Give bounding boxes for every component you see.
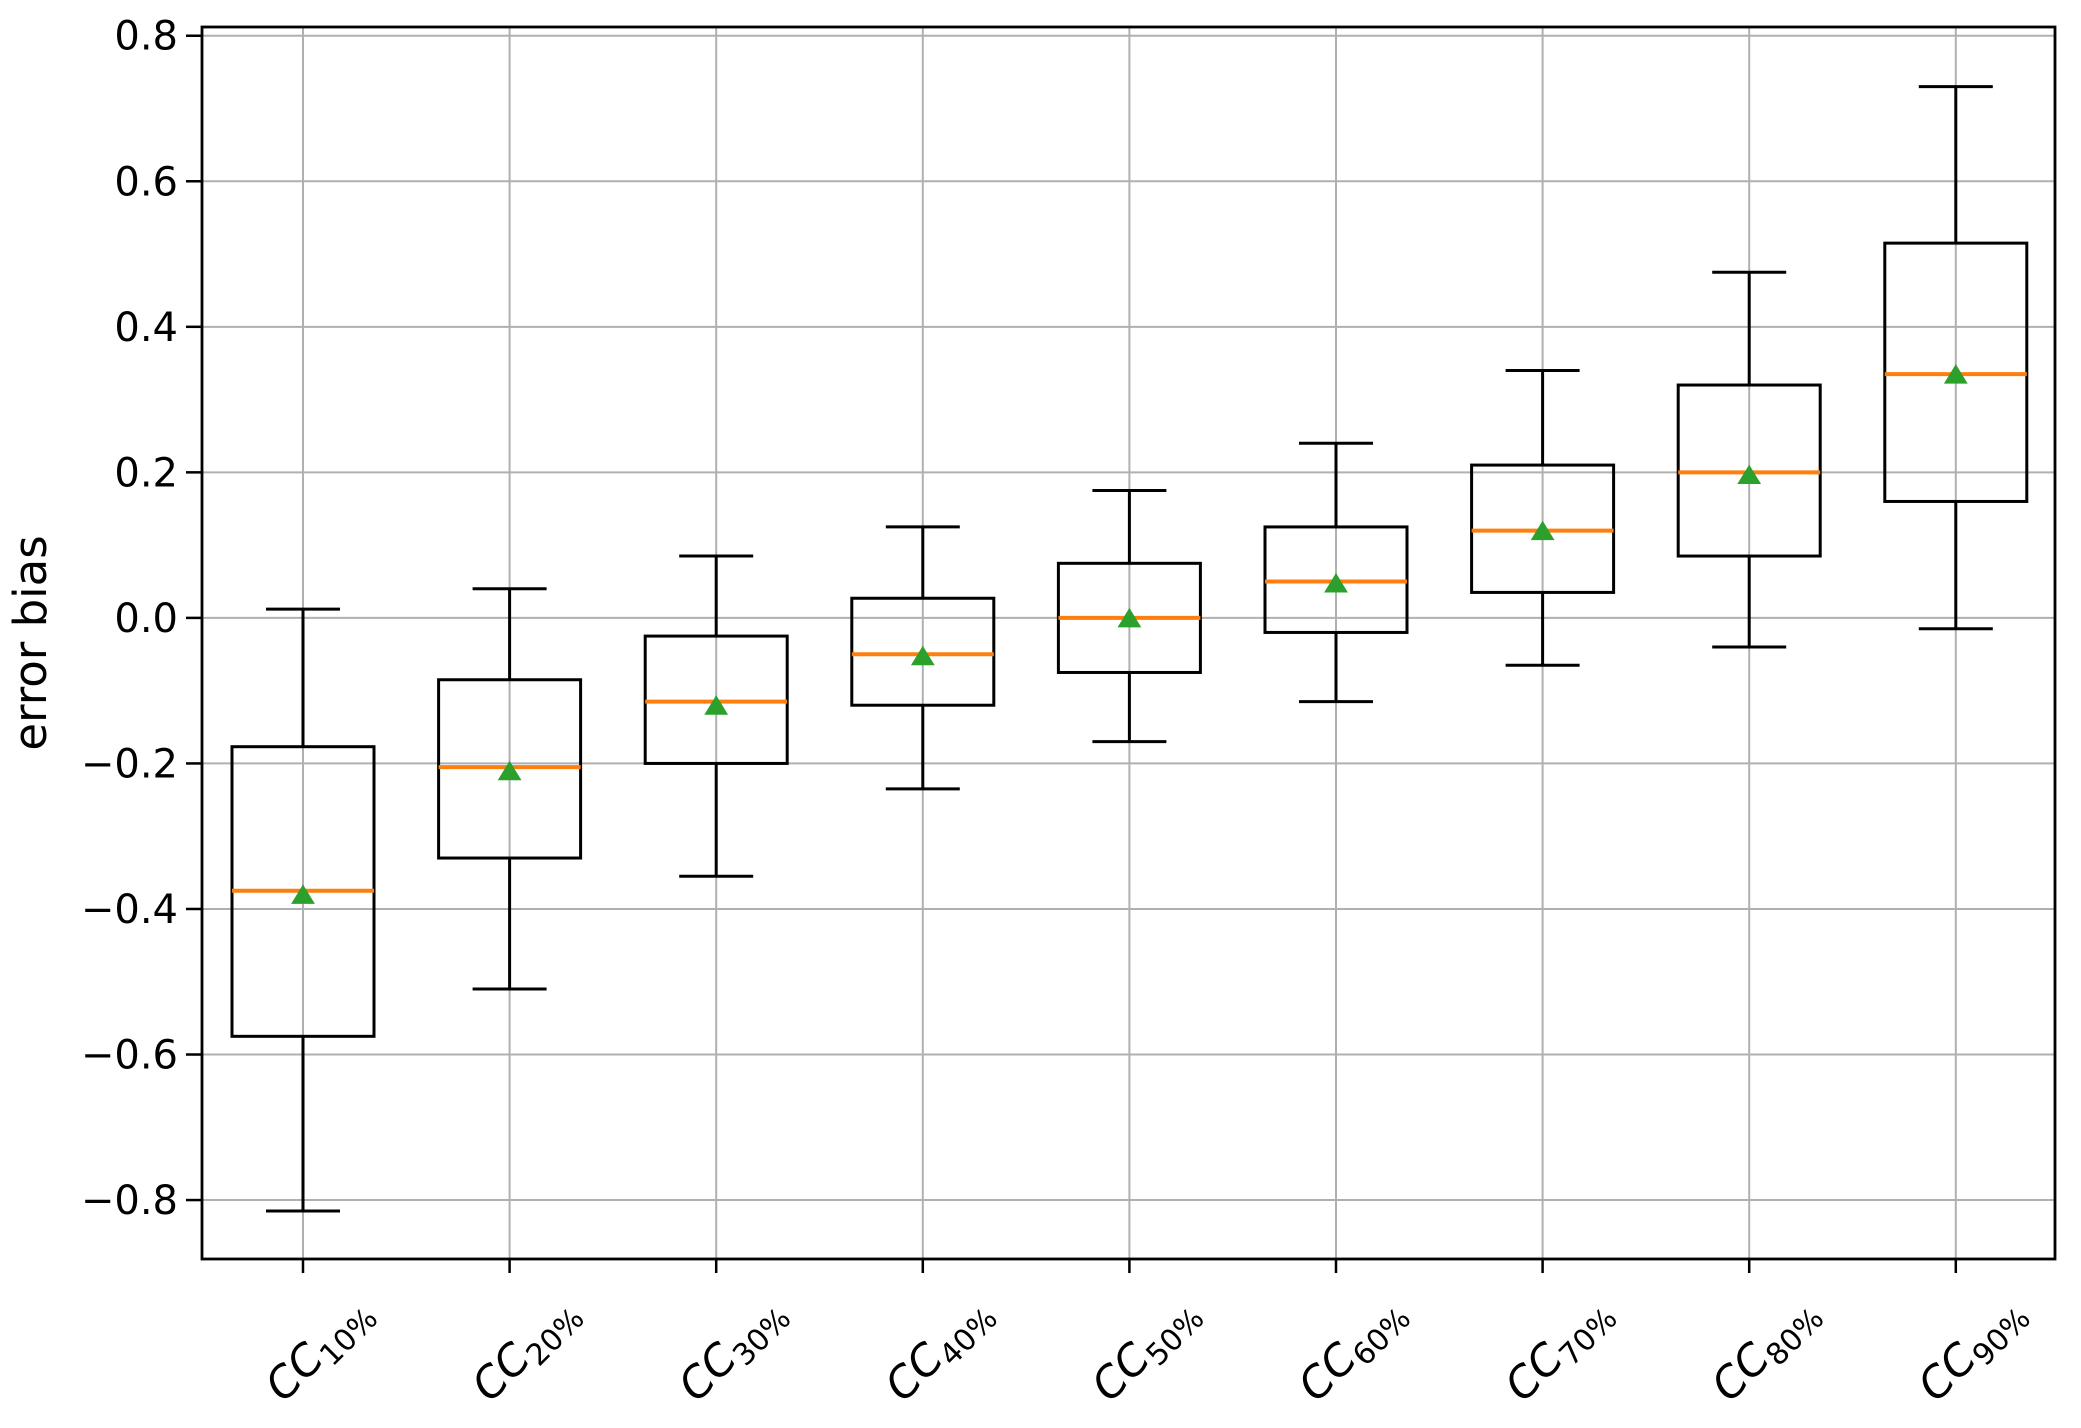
axes-layer: 0.8 0.6 0.4 0.2 0.0 −0.2 −0.4 −0.6 −0.8 CC10% CC20… <box>81 14 2057 1415</box>
mean-marker <box>704 695 729 715</box>
y-tick-label: 0.6 <box>114 159 178 205</box>
box-group-CC80% <box>1676 270 1822 649</box>
y-tick-label: −0.6 <box>81 1033 178 1079</box>
box-group-CC90% <box>1883 85 2029 631</box>
mean-marker <box>1943 364 1968 384</box>
x-tick-label: CC40% <box>876 1286 1005 1415</box>
box-group-CC60% <box>1263 441 1409 704</box>
x-tick-label: CC70% <box>1495 1286 1624 1415</box>
grid-layer <box>202 27 2055 1259</box>
x-tick-label: CC50% <box>1082 1286 1211 1415</box>
x-tick-label: CC80% <box>1702 1286 1831 1415</box>
box-group-CC50% <box>1056 489 1202 744</box>
y-tick-label: −0.8 <box>81 1178 178 1224</box>
box-group-CC10% <box>230 607 376 1213</box>
iqr-box <box>850 596 996 707</box>
y-tick-label: 0.0 <box>114 596 178 642</box>
mean-marker <box>291 884 315 904</box>
box-group-CC70% <box>1470 368 1616 667</box>
x-tick-label: CC10% <box>256 1286 385 1415</box>
mean-marker <box>1737 464 1762 485</box>
box-group-CC40% <box>850 525 996 791</box>
y-tick-label: 0.4 <box>114 305 178 351</box>
mean-marker <box>497 760 522 781</box>
box-group-CC20% <box>437 587 583 991</box>
y-axis-title: error bias <box>4 535 57 750</box>
x-tick-label: CC90% <box>1909 1286 2038 1415</box>
y-tick-label: 0.2 <box>114 450 178 496</box>
y-tick-label: −0.4 <box>81 887 178 933</box>
mean-marker <box>1324 573 1348 593</box>
box-group-CC30% <box>643 554 789 878</box>
x-tick-label: CC30% <box>669 1286 798 1415</box>
mean-marker <box>1117 607 1142 628</box>
x-tick-label: CC20% <box>462 1286 591 1415</box>
y-tick-label: 0.8 <box>114 14 178 60</box>
x-tick-label: CC60% <box>1289 1286 1418 1415</box>
mean-marker <box>1530 520 1555 541</box>
y-tick-label: −0.2 <box>81 741 178 787</box>
mean-marker <box>910 645 935 666</box>
box-series-layer <box>230 85 2029 1213</box>
